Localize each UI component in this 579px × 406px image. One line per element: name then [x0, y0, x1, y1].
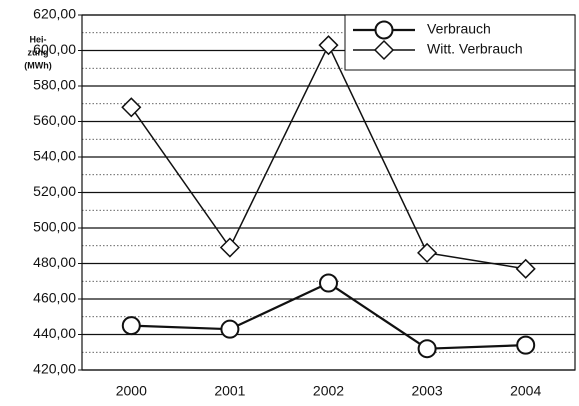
y-axis-label: Hei-	[29, 34, 46, 44]
x-tick-label: 2000	[116, 383, 147, 399]
data-point	[220, 319, 240, 339]
y-tick-label: 560,00	[33, 112, 76, 128]
y-tick-label: 520,00	[33, 183, 76, 199]
series-line	[131, 281, 526, 350]
y-axis-label: (MWh)	[24, 60, 51, 70]
data-point	[121, 316, 141, 336]
legend-label: Witt. Verbrauch	[427, 41, 523, 57]
x-tick-label: 2001	[214, 383, 245, 399]
data-point	[319, 273, 338, 293]
y-tick-label: 440,00	[33, 325, 76, 341]
legend-marker	[373, 39, 395, 61]
y-tick-label: 460,00	[33, 290, 76, 306]
y-tick-label: 580,00	[33, 77, 76, 93]
y-tick-label: 600,00	[33, 41, 76, 57]
data-point	[417, 339, 437, 359]
data-point	[417, 242, 438, 263]
y-tick-label: 480,00	[33, 254, 76, 270]
data-point	[121, 97, 142, 118]
legend-label: Verbrauch	[427, 21, 491, 37]
y-axis-label: zung	[28, 47, 49, 57]
x-tick-label: 2002	[313, 383, 344, 399]
data-point	[318, 35, 339, 56]
data-point	[515, 258, 536, 279]
legend-marker	[374, 20, 394, 40]
y-tick-label: 500,00	[33, 219, 76, 235]
x-tick-label: 2004	[510, 383, 541, 399]
y-tick-label: 420,00	[33, 361, 76, 377]
plot-frame	[81, 14, 576, 371]
data-point	[516, 335, 536, 355]
y-tick-label: 540,00	[33, 148, 76, 164]
data-point	[219, 237, 240, 258]
x-tick-label: 2003	[412, 383, 443, 399]
y-tick-label: 620,00	[33, 6, 76, 22]
